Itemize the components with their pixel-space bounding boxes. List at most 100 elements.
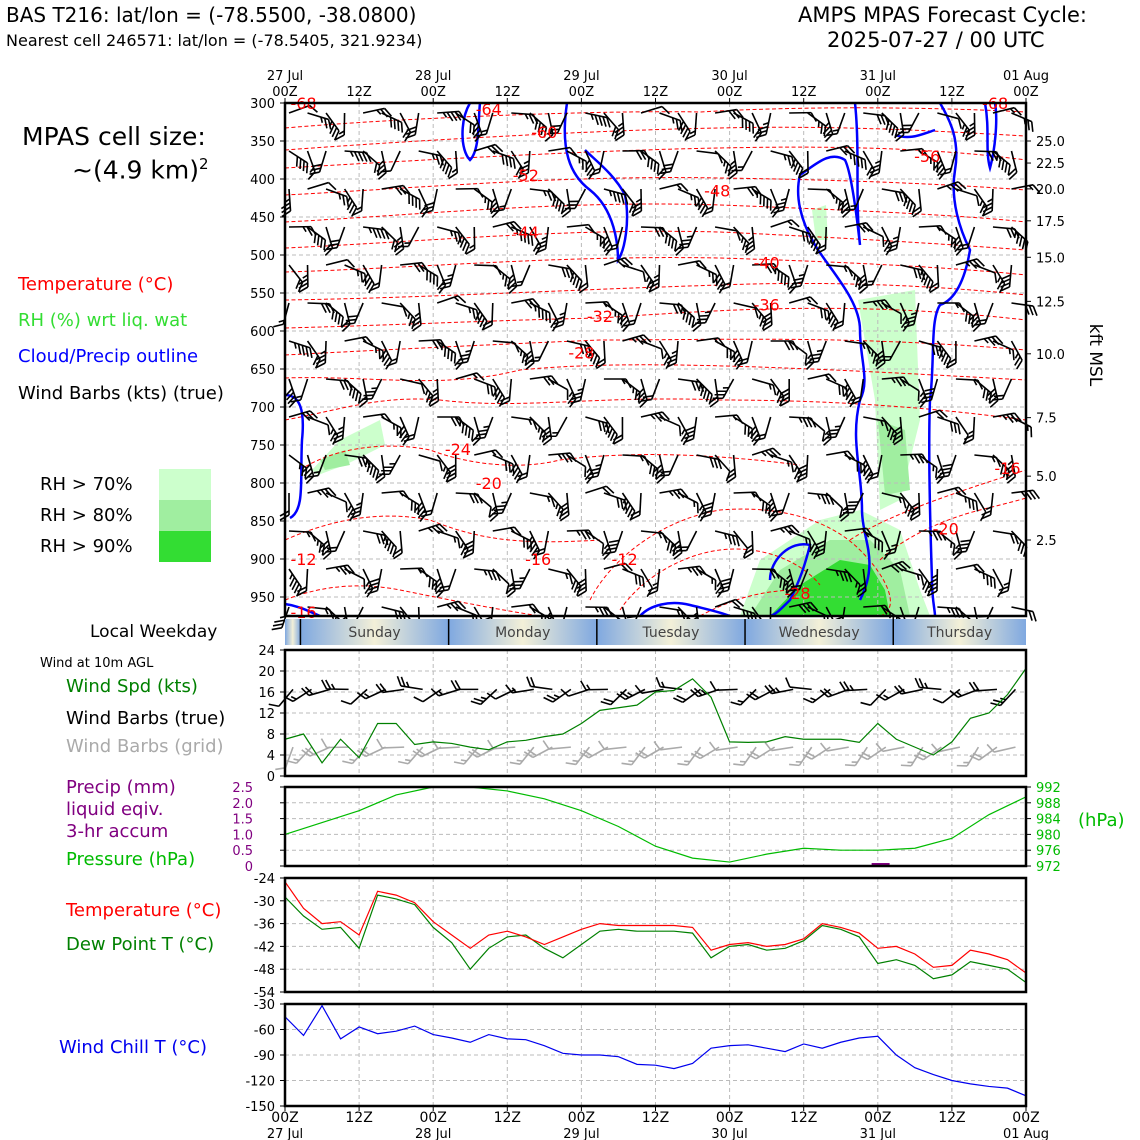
wind-barb-flag	[1000, 282, 1011, 288]
wind-barb-flag	[513, 526, 522, 536]
wind-barb-flag	[1018, 236, 1023, 247]
wind-barb-flag	[329, 239, 340, 243]
wind-barb-flag	[957, 546, 968, 550]
grid-wind-barb-halfflag	[572, 759, 579, 763]
wind-barb-flag	[920, 575, 925, 586]
grid-wind-barb-flag	[677, 762, 688, 766]
wind-barb-flag	[309, 410, 318, 419]
rh-gt80-swatch	[159, 500, 211, 531]
grid-wind-barb	[819, 742, 849, 752]
wind-barb	[936, 530, 956, 555]
wind-barb-flag	[1007, 164, 1011, 176]
wind-barb	[446, 455, 457, 483]
wind-barb-flag	[699, 260, 707, 270]
wind-barb-flag	[927, 590, 938, 597]
grid-wind-barb-staff	[826, 746, 849, 752]
wind-barb-flag	[453, 231, 458, 242]
wind-barb-halfflag	[365, 581, 370, 587]
wind-barb-flag	[324, 303, 331, 314]
grid-wind-barb-flag	[900, 764, 912, 767]
wind-barb-flag	[492, 387, 499, 397]
wind-barb-flag	[783, 274, 787, 286]
wind-barb-flag	[471, 125, 480, 135]
wind-barb-flag	[476, 372, 485, 381]
wind-barb-flag	[635, 336, 644, 345]
surface-wind-barb-flag	[430, 688, 440, 697]
wind-barb-flag	[898, 191, 904, 203]
wind-barb	[770, 340, 799, 351]
wind-barb-flag	[614, 126, 624, 134]
wind-barb-flag	[903, 196, 908, 207]
wind-barb-staff	[659, 416, 680, 427]
wind-barb-flag	[428, 396, 439, 404]
wind-barb-flag	[941, 467, 952, 471]
top-time-label: 00Z	[420, 85, 446, 100]
wind-speed-tick-label: 8	[267, 728, 275, 743]
wind-barb	[381, 112, 404, 133]
wind-barb	[788, 296, 819, 305]
wind-barb-flag	[900, 318, 909, 329]
wind-barb-flag	[779, 388, 790, 395]
surface-wind-barb	[396, 675, 423, 691]
precip-tick-label: 2.0	[232, 797, 253, 812]
wind-barb-halfflag	[639, 455, 644, 462]
wind-barb-flag	[656, 163, 660, 175]
surface-wind-barb	[430, 688, 460, 697]
wind-barb-flag	[512, 158, 516, 169]
wind-barb-flag	[895, 134, 905, 142]
wind-barb-flag	[358, 399, 368, 408]
wind-barb	[548, 568, 574, 585]
wind-barb-flag	[464, 244, 471, 255]
wind-barb-halfflag	[459, 420, 462, 427]
wind-barb-flag	[536, 240, 547, 246]
surface-wind-barb-halfflag	[774, 687, 781, 693]
wind-barb-flag	[446, 464, 457, 471]
grid-wind-barb-halfflag	[293, 758, 300, 762]
wind-barb-halfflag	[928, 530, 933, 537]
grid-wind-barb-halfflag	[739, 760, 746, 763]
wind-barb-flag	[754, 437, 765, 442]
wind-barb-halfflag	[832, 129, 839, 132]
wind-barb	[992, 530, 1019, 545]
wind-barb-flag	[762, 312, 772, 320]
wind-barb	[743, 530, 754, 559]
wind-barb	[992, 340, 1015, 361]
surface-wind-barb-flag	[546, 694, 557, 701]
surface-wind-barb	[875, 688, 905, 701]
wind-barb-flag	[436, 276, 439, 287]
wind-barb-flag	[1006, 472, 1016, 480]
wind-barb-halfflag	[652, 582, 659, 587]
wind-barb-halfflag	[552, 431, 559, 434]
wind-barb-flag	[505, 155, 509, 167]
wind-barb-flag	[987, 388, 996, 397]
wind-barb-staff	[622, 264, 644, 273]
wind-barb-flag	[672, 303, 679, 314]
wind-barb-flag	[526, 539, 529, 550]
wind-barb-flag	[675, 247, 684, 256]
surface-wind-barb-flag	[972, 681, 980, 692]
wind-barb-halfflag	[740, 237, 744, 244]
wind-barb-flag	[965, 126, 976, 133]
wind-barb-flag	[351, 210, 362, 217]
wind-barb-flag	[342, 195, 346, 206]
temperature-tick-label: -30	[254, 895, 275, 910]
grid-wind-barb-flag	[304, 747, 315, 756]
wind-barb-flag	[804, 354, 808, 365]
grid-wind-barb-flag	[972, 752, 983, 759]
wind-barb-flag	[422, 209, 433, 215]
grid-wind-barb	[320, 738, 349, 749]
wind-barb-halfflag	[1028, 185, 1034, 191]
wind-barb-staff	[862, 226, 884, 238]
wind-barb-halfflag	[289, 573, 294, 580]
wind-barb	[695, 302, 716, 325]
wind-barb-flag	[993, 394, 1005, 398]
wind-barb	[955, 563, 985, 574]
wind-barb-flag	[872, 353, 877, 364]
wind-barb-flag	[1032, 184, 1041, 194]
wind-barb-staff	[696, 150, 719, 155]
wind-barb	[561, 188, 572, 218]
wind-barb-flag	[724, 163, 729, 174]
wind-barb	[455, 416, 475, 441]
wind-barb-flag	[935, 163, 944, 173]
wind-barb-halfflag	[576, 530, 581, 536]
